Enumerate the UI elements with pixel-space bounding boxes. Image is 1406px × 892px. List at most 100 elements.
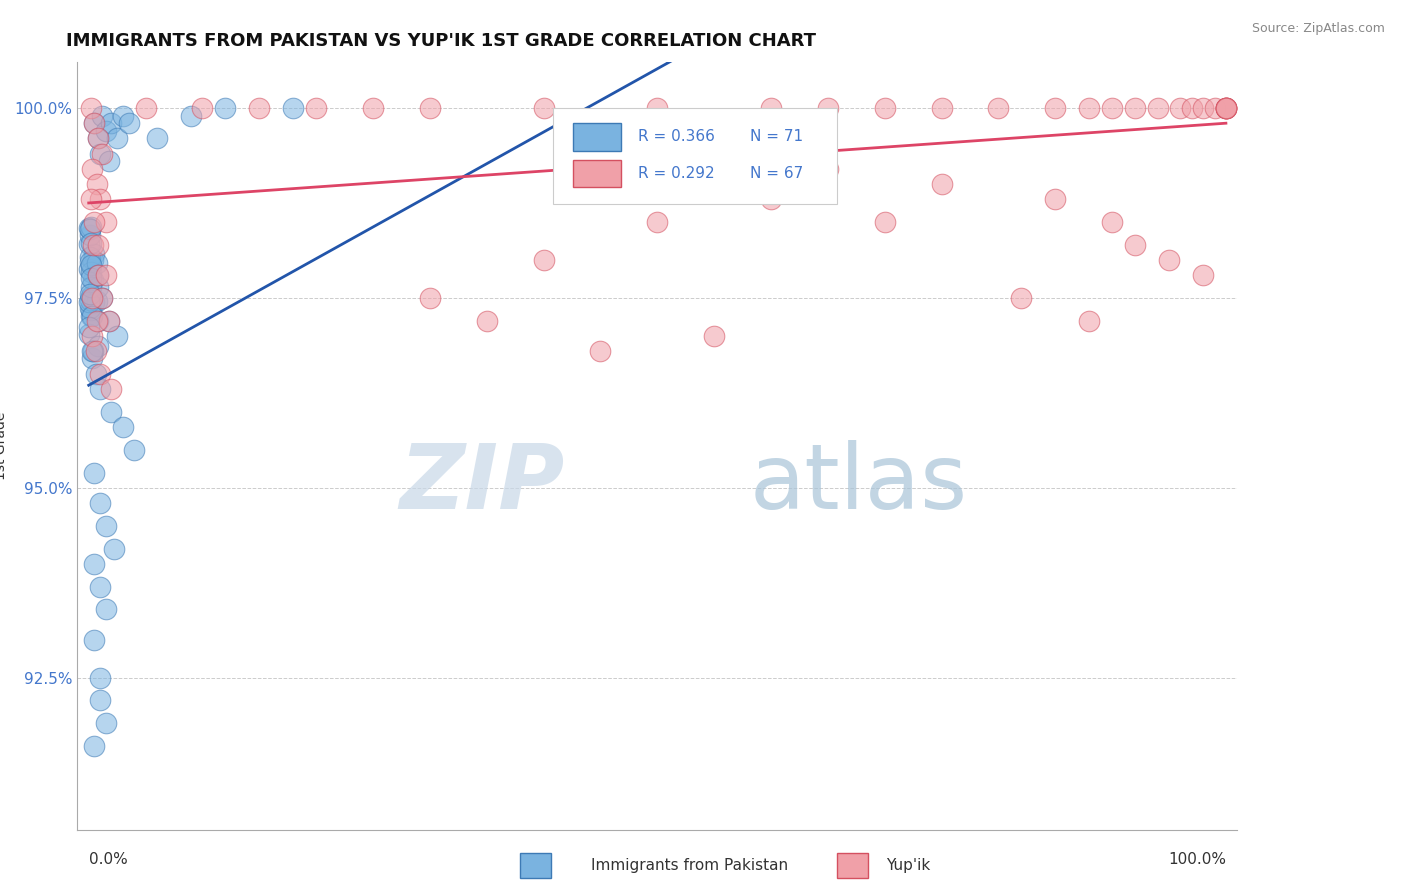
Point — [80, 303, 103, 318]
Point — [89, 671, 111, 685]
Point — [111, 420, 134, 434]
Point — [111, 109, 134, 123]
Point — [1215, 101, 1237, 115]
Point — [87, 280, 110, 294]
Point — [475, 314, 498, 328]
Point — [1181, 101, 1204, 115]
Point — [79, 250, 101, 264]
Point — [83, 116, 105, 130]
FancyBboxPatch shape — [572, 123, 621, 151]
FancyBboxPatch shape — [553, 109, 837, 204]
Point — [77, 221, 100, 235]
Text: R = 0.366: R = 0.366 — [637, 129, 714, 145]
Point — [79, 309, 101, 323]
Point — [419, 101, 441, 115]
Point — [83, 215, 105, 229]
Point — [84, 344, 107, 359]
Point — [82, 273, 104, 287]
Point — [82, 310, 104, 324]
Point — [419, 291, 441, 305]
Point — [105, 329, 128, 343]
Point — [1215, 101, 1237, 115]
Point — [77, 294, 100, 309]
Point — [94, 124, 117, 138]
Text: 100.0%: 100.0% — [1168, 853, 1226, 867]
Point — [1215, 101, 1237, 115]
Text: ZIP: ZIP — [399, 441, 565, 528]
Point — [80, 235, 103, 250]
Point — [86, 293, 108, 308]
Point — [931, 177, 953, 191]
Point — [931, 101, 953, 115]
Point — [122, 442, 145, 457]
Point — [80, 265, 103, 279]
Point — [1157, 252, 1180, 267]
Point — [180, 109, 202, 123]
Point — [1192, 268, 1215, 282]
Point — [79, 222, 101, 236]
Point — [87, 268, 110, 282]
Point — [89, 693, 111, 707]
Text: Yup'ik: Yup'ik — [886, 858, 929, 872]
Point — [759, 192, 782, 206]
Point — [98, 314, 121, 328]
Point — [80, 289, 103, 303]
Point — [87, 237, 110, 252]
Point — [80, 258, 103, 272]
Point — [87, 339, 110, 353]
Point — [1045, 192, 1067, 206]
Point — [83, 246, 105, 260]
Point — [79, 227, 101, 242]
Point — [89, 580, 111, 594]
Point — [82, 344, 104, 359]
Point — [191, 101, 214, 115]
Point — [533, 252, 555, 267]
Point — [89, 496, 111, 510]
Point — [82, 253, 104, 268]
Point — [80, 290, 103, 304]
Point — [87, 268, 110, 282]
Point — [759, 101, 782, 115]
Text: 0.0%: 0.0% — [89, 853, 128, 867]
Point — [1078, 101, 1101, 115]
Point — [83, 557, 105, 571]
Point — [1101, 215, 1123, 229]
Text: IMMIGRANTS FROM PAKISTAN VS YUP'IK 1ST GRADE CORRELATION CHART: IMMIGRANTS FROM PAKISTAN VS YUP'IK 1ST G… — [66, 32, 815, 50]
Point — [83, 739, 105, 753]
Point — [80, 280, 103, 294]
Point — [89, 146, 111, 161]
Point — [1123, 101, 1146, 115]
Point — [873, 101, 896, 115]
Point — [82, 344, 104, 359]
Point — [80, 270, 103, 285]
Point — [1215, 101, 1237, 115]
Point — [817, 101, 839, 115]
Point — [79, 293, 101, 308]
Point — [1170, 101, 1192, 115]
Point — [83, 632, 105, 647]
Text: atlas: atlas — [751, 441, 969, 528]
Point — [94, 518, 117, 533]
Point — [100, 116, 122, 130]
Point — [79, 319, 101, 334]
Point — [91, 291, 114, 305]
Point — [82, 329, 104, 343]
Point — [361, 101, 384, 115]
Point — [1078, 314, 1101, 328]
Point — [647, 101, 669, 115]
Point — [94, 716, 117, 731]
Point — [84, 367, 107, 381]
Point — [80, 351, 103, 366]
Text: N = 67: N = 67 — [751, 166, 803, 181]
Point — [94, 215, 117, 229]
Point — [1215, 101, 1237, 115]
Text: Source: ZipAtlas.com: Source: ZipAtlas.com — [1251, 22, 1385, 36]
Point — [98, 154, 121, 169]
Text: R = 0.292: R = 0.292 — [637, 166, 714, 181]
Point — [94, 602, 117, 616]
Point — [247, 101, 270, 115]
Point — [91, 291, 114, 305]
Point — [1123, 237, 1146, 252]
Text: N = 71: N = 71 — [751, 129, 803, 145]
Point — [87, 314, 110, 328]
